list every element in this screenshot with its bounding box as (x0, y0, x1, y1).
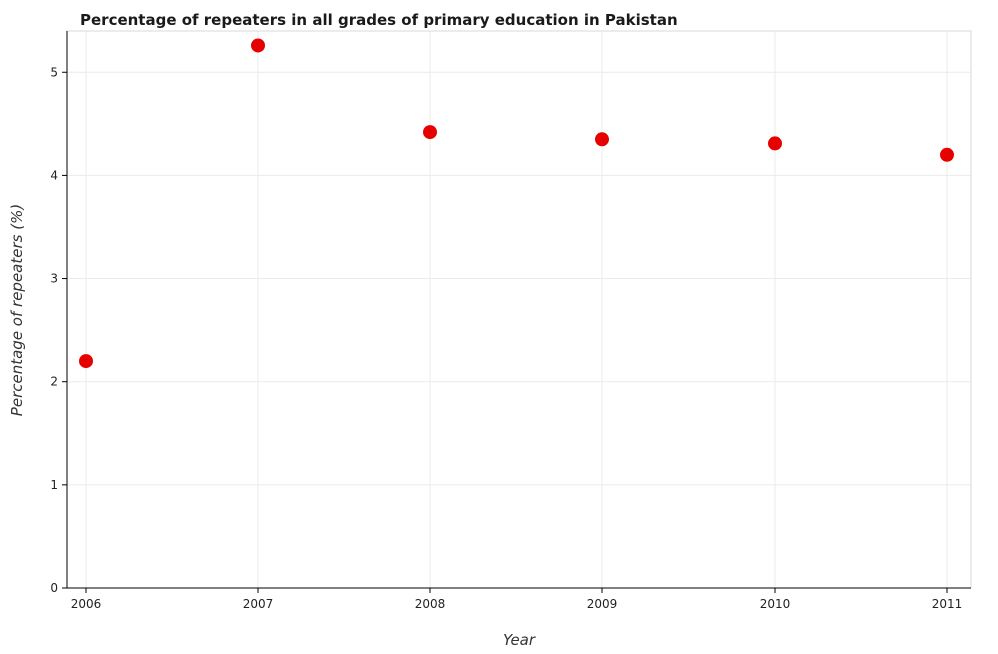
y-tick-label: 5 (50, 65, 58, 79)
grid (67, 31, 971, 589)
x-tick-label: 2007 (243, 597, 274, 611)
chart-title: Percentage of repeaters in all grades of… (80, 11, 678, 29)
y-tick-label: 4 (50, 168, 58, 182)
x-tick-label: 2010 (760, 597, 791, 611)
data-point (768, 136, 782, 151)
y-axis-label: Percentage of repeaters (%) (8, 204, 26, 416)
x-tick-label: 2011 (932, 597, 963, 611)
x-tick-label: 2006 (71, 597, 102, 611)
x-axis-label: Year (503, 631, 536, 649)
data-point (940, 147, 954, 162)
y-tick-label: 3 (50, 272, 58, 286)
x-tick-label: 2009 (587, 597, 618, 611)
plot-area (66, 30, 972, 589)
x-tick-label: 2008 (415, 597, 446, 611)
tick-labels: 0 1 2 3 4 5 2006 2007 2008 2009 2010 2011 (50, 65, 962, 611)
data-point (423, 125, 437, 140)
data-points (79, 38, 954, 369)
y-tick-label: 0 (50, 581, 58, 595)
data-point (79, 354, 93, 369)
data-point (251, 38, 265, 53)
y-tick-label: 1 (50, 478, 58, 492)
axes (62, 31, 971, 593)
data-point (595, 132, 609, 147)
y-tick-label: 2 (50, 375, 58, 389)
